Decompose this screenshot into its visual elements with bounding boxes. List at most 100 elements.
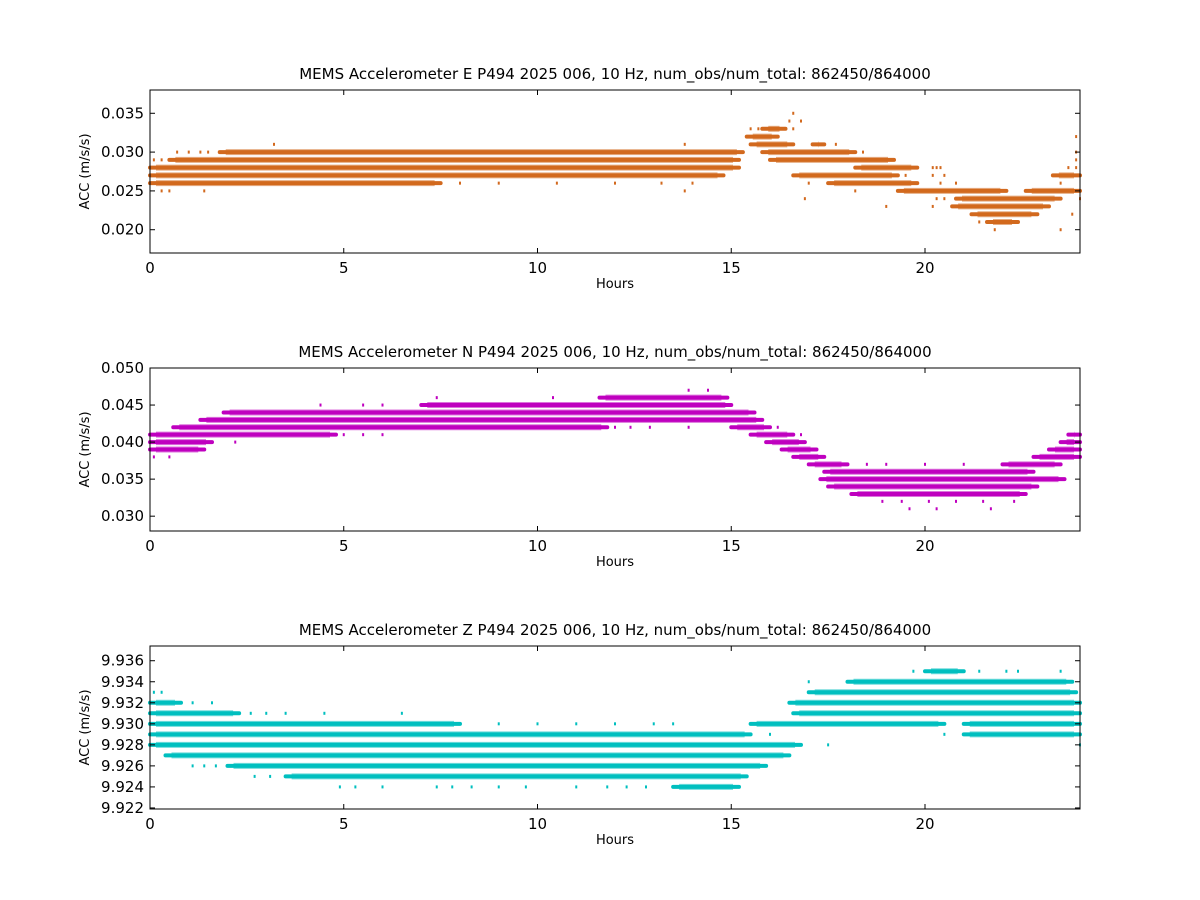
data-point bbox=[214, 764, 217, 768]
data-point bbox=[265, 711, 268, 715]
data-point bbox=[687, 425, 690, 429]
data-point bbox=[381, 433, 384, 437]
y-tick-label: 9.926 bbox=[101, 757, 144, 775]
data-point bbox=[769, 732, 771, 736]
data-point bbox=[672, 722, 675, 726]
data-point bbox=[955, 499, 957, 503]
x-tick-label: 10 bbox=[528, 537, 547, 555]
data-point bbox=[885, 462, 888, 466]
data-point bbox=[683, 189, 686, 193]
data-point bbox=[323, 711, 326, 715]
data-point bbox=[931, 166, 934, 170]
data-point bbox=[234, 440, 237, 444]
data-point bbox=[912, 669, 915, 673]
data-point bbox=[152, 158, 155, 162]
data-point bbox=[1075, 135, 1078, 139]
x-tick-label: 0 bbox=[145, 815, 155, 833]
data-point bbox=[792, 111, 795, 115]
data-point bbox=[792, 127, 795, 131]
data-point bbox=[497, 722, 500, 726]
data-point bbox=[497, 181, 500, 185]
data-point bbox=[160, 690, 163, 694]
data-series bbox=[148, 111, 1082, 232]
data-point bbox=[834, 142, 837, 146]
y-tick-label: 0.050 bbox=[101, 359, 144, 377]
data-point bbox=[978, 220, 981, 224]
data-point bbox=[691, 181, 694, 185]
data-point bbox=[152, 690, 155, 694]
data-point bbox=[1059, 228, 1062, 232]
data-point bbox=[1075, 433, 1078, 437]
data-point bbox=[935, 507, 938, 511]
data-point bbox=[776, 425, 779, 429]
data-point bbox=[203, 189, 206, 193]
chart-title: MEMS Accelerometer Z P494 2025 006, 10 H… bbox=[299, 621, 931, 640]
x-tick-label: 0 bbox=[145, 537, 155, 555]
data-point bbox=[625, 785, 628, 789]
data-point bbox=[575, 722, 578, 726]
axes-frame bbox=[149, 89, 1081, 254]
data-point bbox=[497, 785, 500, 789]
data-point bbox=[1067, 166, 1070, 170]
x-axis-label: Hours bbox=[596, 555, 634, 570]
data-point bbox=[381, 403, 384, 407]
data-point bbox=[319, 403, 322, 407]
y-tick-label: 0.020 bbox=[101, 221, 144, 239]
data-point bbox=[683, 142, 686, 146]
x-tick-label: 15 bbox=[722, 815, 741, 833]
y-tick-label: 9.922 bbox=[101, 799, 144, 817]
data-point bbox=[614, 425, 616, 429]
y-tick-label: 0.040 bbox=[101, 433, 144, 451]
data-series bbox=[148, 388, 1082, 511]
data-point bbox=[660, 181, 663, 185]
data-point bbox=[176, 150, 179, 154]
data-point bbox=[614, 722, 616, 726]
chart-panel-1: MEMS Accelerometer N P494 2025 006, 10 H… bbox=[78, 343, 1082, 570]
data-point bbox=[982, 499, 985, 503]
data-point bbox=[552, 396, 554, 400]
y-tick-label: 9.930 bbox=[101, 715, 144, 733]
data-point bbox=[362, 403, 365, 407]
data-point bbox=[207, 150, 210, 154]
data-point bbox=[931, 173, 934, 177]
y-tick-label: 0.030 bbox=[101, 143, 144, 161]
data-point bbox=[943, 197, 946, 201]
axes-frame bbox=[149, 367, 1081, 532]
data-point bbox=[757, 127, 760, 131]
data-point bbox=[249, 711, 252, 715]
data-point bbox=[168, 189, 171, 193]
data-point bbox=[1059, 669, 1062, 673]
data-point bbox=[939, 166, 942, 170]
chart-title: MEMS Accelerometer N P494 2025 006, 10 H… bbox=[298, 343, 931, 362]
x-tick-label: 20 bbox=[915, 815, 934, 833]
x-tick-label: 10 bbox=[528, 815, 547, 833]
data-point bbox=[881, 499, 884, 503]
data-point bbox=[203, 764, 206, 768]
x-tick-label: 0 bbox=[145, 259, 155, 277]
data-point bbox=[575, 785, 578, 789]
x-tick-label: 5 bbox=[339, 815, 349, 833]
y-tick-label: 0.045 bbox=[101, 396, 144, 414]
x-tick-label: 5 bbox=[339, 537, 349, 555]
y-tick-label: 9.932 bbox=[101, 694, 144, 712]
y-axis-label: ACC (m/s/s) bbox=[78, 411, 93, 487]
data-point bbox=[342, 433, 345, 437]
x-axis-label: Hours bbox=[596, 277, 634, 292]
x-tick-label: 5 bbox=[339, 259, 349, 277]
data-point bbox=[989, 507, 992, 511]
data-point bbox=[904, 173, 907, 177]
data-point bbox=[191, 701, 194, 705]
data-point bbox=[362, 433, 365, 437]
data-point bbox=[459, 181, 461, 185]
data-point bbox=[943, 173, 946, 177]
data-point bbox=[284, 711, 287, 715]
data-point bbox=[160, 158, 163, 162]
data-series bbox=[148, 668, 1082, 790]
data-point bbox=[800, 119, 802, 123]
axes-frame bbox=[149, 645, 1081, 810]
data-point bbox=[962, 462, 965, 466]
data-point bbox=[924, 462, 926, 466]
data-point bbox=[807, 680, 810, 684]
data-point bbox=[993, 228, 996, 232]
data-point bbox=[1075, 166, 1078, 170]
